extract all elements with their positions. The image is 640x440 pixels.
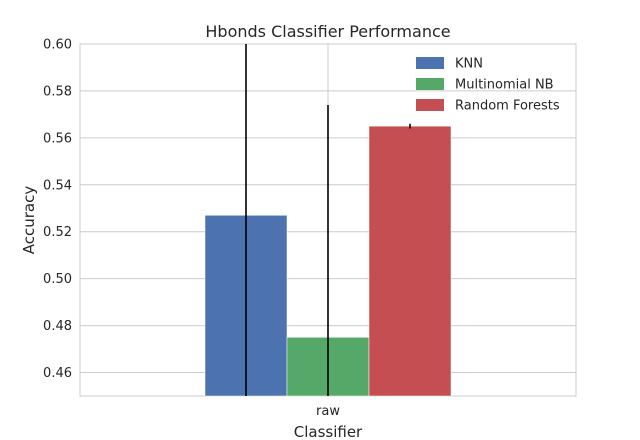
chart-title: Hbonds Classifier Performance xyxy=(205,22,450,41)
y-tick-label: 0.46 xyxy=(43,366,72,381)
y-tick-label: 0.54 xyxy=(43,178,72,193)
y-tick-label: 0.52 xyxy=(43,225,72,240)
x-tick-label: raw xyxy=(316,404,340,419)
error-bars xyxy=(245,44,411,396)
legend-swatch xyxy=(416,99,444,111)
y-tick-label: 0.48 xyxy=(43,319,72,334)
y-tick-label: 0.56 xyxy=(43,131,72,146)
bar-random-forests xyxy=(368,125,452,397)
legend-swatch xyxy=(416,78,444,90)
legend-label: Multinomial NB xyxy=(455,78,554,93)
legend-label: Random Forests xyxy=(455,99,560,114)
y-tick-label: 0.50 xyxy=(43,272,72,287)
legend: KNN Multinomial NB Random Forests xyxy=(416,57,560,114)
y-ticks: 0.46 0.48 0.50 0.52 0.54 0.56 0.58 0.60 xyxy=(43,38,72,382)
y-tick-label: 0.58 xyxy=(43,84,72,99)
x-axis-label: Classifier xyxy=(294,423,363,440)
y-axis-label: Accuracy xyxy=(20,186,38,255)
y-tick-label: 0.60 xyxy=(43,38,72,53)
legend-swatch xyxy=(416,57,444,69)
legend-label: KNN xyxy=(455,57,483,72)
